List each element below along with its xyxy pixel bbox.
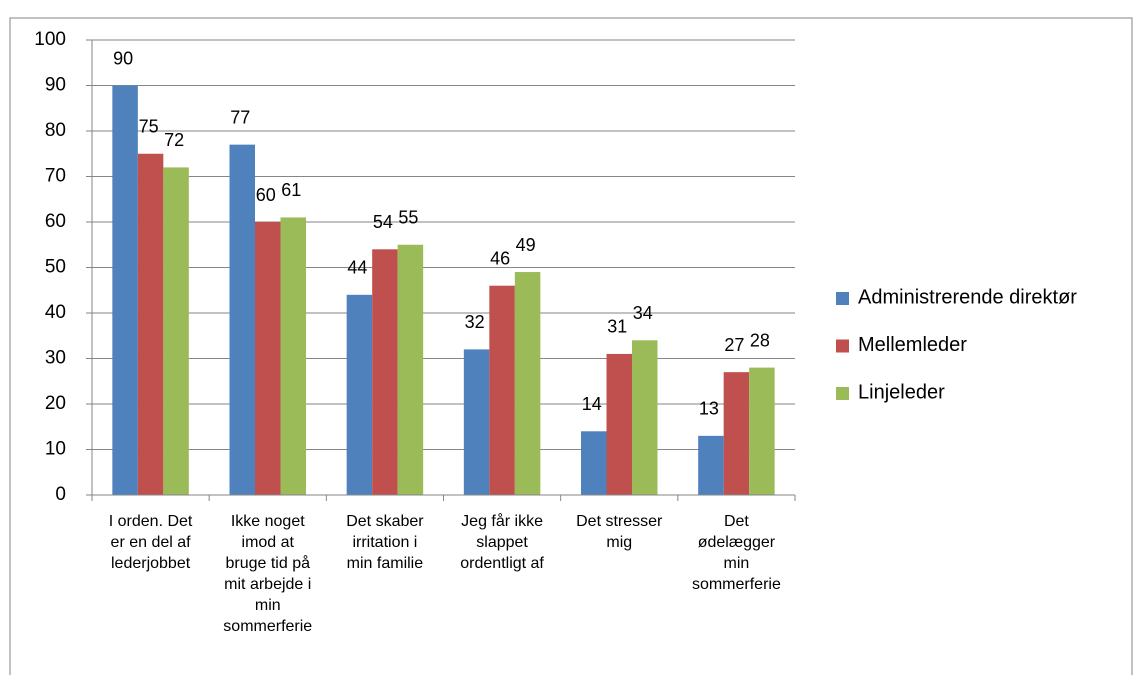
legend-swatch: [836, 387, 849, 400]
data-label: 32: [465, 312, 485, 332]
x-tick-label: Det ødelægger min sommerferie: [692, 513, 781, 593]
bar: [698, 435, 724, 495]
y-tick-label: 60: [45, 211, 66, 232]
bar: [229, 144, 255, 495]
bar: [723, 372, 750, 495]
data-label: 75: [139, 117, 159, 137]
bar: [346, 294, 373, 495]
y-tick-label: 20: [45, 393, 66, 414]
legend-swatch: [836, 292, 849, 305]
bar: [632, 340, 658, 495]
data-label: 77: [230, 107, 250, 127]
bar: [255, 222, 281, 495]
legend-swatch: [836, 339, 849, 353]
data-label: 27: [724, 335, 744, 355]
data-label: 90: [113, 48, 133, 68]
legend-label: Linjeleder: [858, 381, 945, 403]
data-label: 14: [582, 394, 602, 414]
legend-label: Administrerende direktør: [858, 286, 1077, 308]
x-tick-label: Ikke noget imod at bruge tid på mit arbejde…: [223, 513, 312, 635]
data-label: 60: [256, 185, 276, 205]
bar: [397, 244, 424, 495]
bar: [514, 272, 541, 495]
bar: [606, 353, 632, 495]
data-label: 61: [281, 180, 301, 200]
bar: [137, 153, 164, 495]
y-tick-label: 30: [45, 348, 66, 369]
data-label: 28: [750, 330, 770, 350]
data-label: 44: [347, 258, 367, 278]
data-label: 72: [164, 130, 184, 150]
legend-label: Mellemleder: [858, 334, 967, 356]
bar: [489, 285, 515, 495]
x-tick-label: I orden. Det er en del af lederjobbet: [109, 513, 193, 572]
bar: [581, 431, 607, 495]
data-label: 49: [516, 235, 536, 255]
bar: [163, 167, 189, 495]
y-tick-label: 80: [45, 120, 66, 141]
bar: [749, 367, 775, 495]
y-tick-label: 40: [45, 302, 66, 323]
data-label: 54: [373, 212, 393, 232]
chart-frame: [9, 17, 1133, 675]
x-tick-label: Jeg får ikke slappet ordentligt af: [460, 512, 544, 572]
y-tick-label: 10: [45, 439, 66, 460]
bar: [372, 249, 398, 495]
bar: [463, 349, 490, 495]
data-label: 31: [607, 317, 627, 337]
y-tick-label: 90: [45, 75, 66, 96]
y-tick-label: 50: [45, 257, 66, 278]
x-tick-label: Det skaber irritation i min familie: [346, 513, 424, 572]
data-label: 46: [490, 248, 510, 268]
bar: [112, 85, 138, 495]
y-tick-label: 70: [45, 166, 66, 187]
y-tick-label: 0: [55, 484, 66, 505]
x-tick-label: Det stresser mig: [576, 513, 663, 551]
data-label: 55: [398, 208, 418, 228]
data-label: 34: [633, 303, 653, 323]
data-label: 13: [699, 399, 719, 419]
y-tick-label: 100: [34, 29, 66, 50]
bar: [280, 217, 306, 495]
